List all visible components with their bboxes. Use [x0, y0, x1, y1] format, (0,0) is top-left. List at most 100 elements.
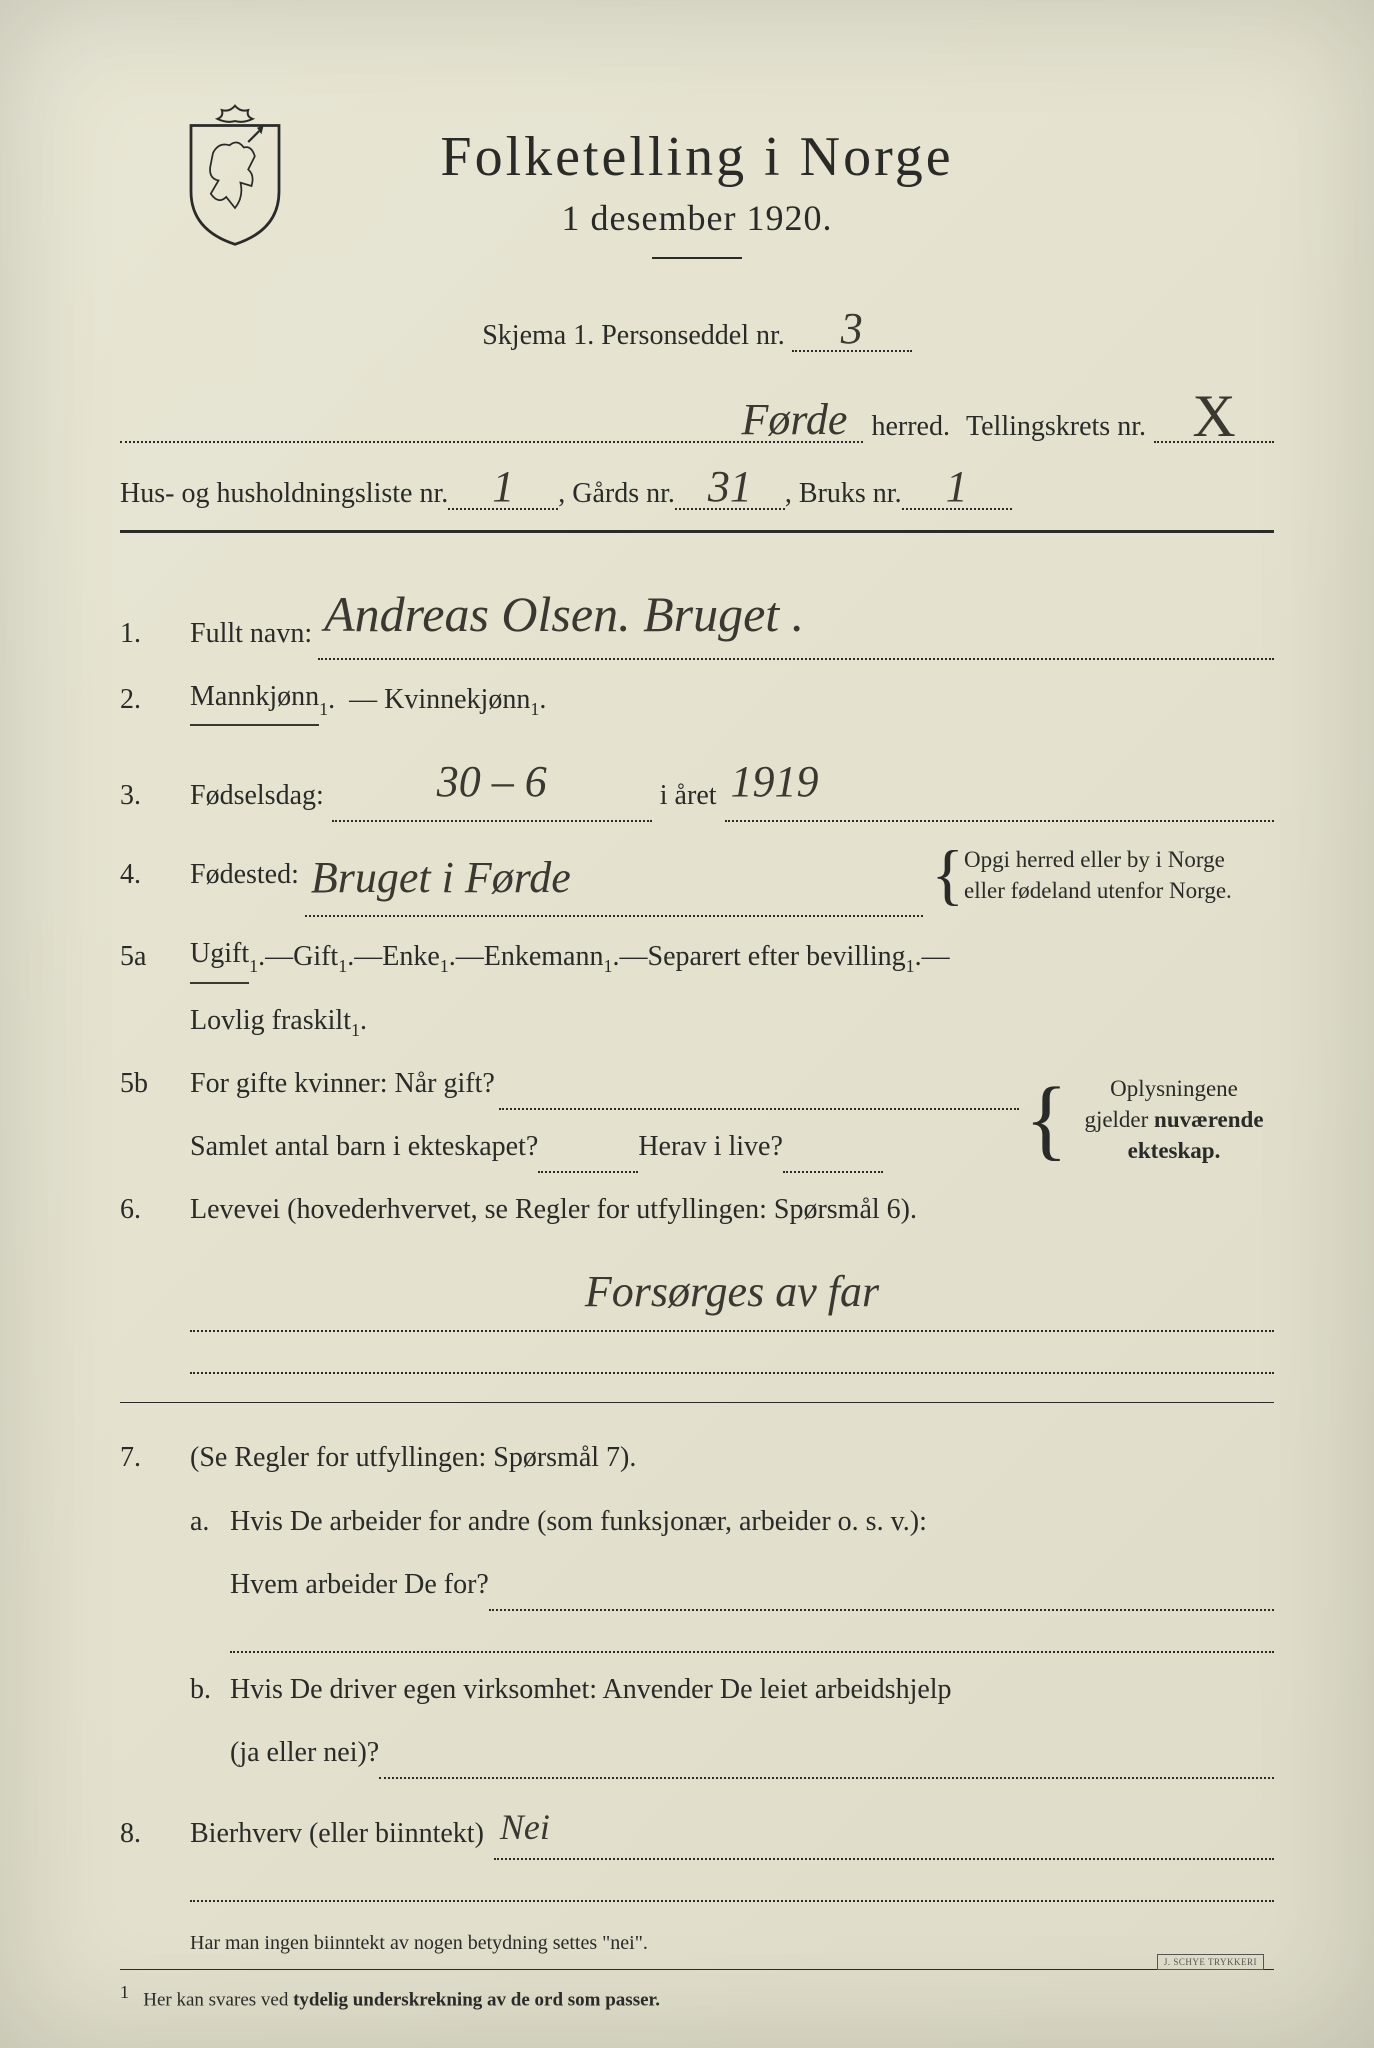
- q5b-line2: Samlet antal barn i ekteskapet? Herav i …: [120, 1120, 1019, 1173]
- herred-field: Førde: [120, 390, 863, 443]
- bruks-label: , Bruks nr.: [785, 478, 902, 510]
- q5a-enkemann: Enkemann: [484, 930, 604, 983]
- q4-num: 4.: [120, 848, 190, 901]
- q1: 1. Fullt navn: Andreas Olsen. Bruget .: [120, 563, 1274, 660]
- personseddel-nr-value: 3: [835, 304, 869, 353]
- q6: 6. Levevei (hovederhvervet, se Regler fo…: [120, 1183, 1274, 1236]
- q5b: 5b For gifte kvinner: Når gift? Samlet a…: [120, 1057, 1274, 1183]
- q5b-live-field: [783, 1141, 883, 1173]
- q7a-line3: [120, 1621, 1274, 1653]
- q3-num: 3.: [120, 769, 190, 822]
- q5b-label2: Samlet antal barn i ekteskapet?: [190, 1120, 538, 1173]
- form-title: Folketelling i Norge: [120, 110, 1274, 189]
- q6-field2: [190, 1342, 1274, 1374]
- bruks-value: 1: [940, 462, 974, 511]
- q8: 8. Bierhverv (eller biinntekt) Nei: [120, 1789, 1274, 1859]
- q5a-line2: Lovlig fraskilt1.: [120, 994, 1274, 1047]
- herred-line: Førde herred. Tellingskrets nr. X: [120, 372, 1274, 443]
- printer-stamp: J. SCHYE TRYKKERI: [1157, 1954, 1264, 1970]
- husliste-label: Hus- og husholdningsliste nr.: [120, 478, 448, 510]
- q7: 7. (Se Regler for utfyllingen: Spørsmål …: [120, 1431, 1274, 1484]
- brace-icon: {: [1025, 1097, 1068, 1142]
- birthplace-value: Bruget i Førde: [305, 853, 577, 902]
- q4-sidenote: Opgi herred eller by i Norge eller fødel…: [964, 844, 1274, 906]
- section-rule-2: [120, 1402, 1274, 1404]
- tellingskrets-field: X: [1154, 372, 1274, 443]
- q8-line2: [120, 1870, 1274, 1902]
- q7a-text1: Hvis De arbeider for andre (som funksjon…: [230, 1495, 927, 1548]
- q3-label2: i året: [660, 769, 717, 822]
- q4: 4. Fødested: Bruget i Førde { Opgi herre…: [120, 832, 1274, 918]
- q5b-num: 5b: [120, 1057, 190, 1110]
- q5a: 5a Ugift1. — Gift1. — Enke1. — Enkemann1…: [120, 927, 1274, 983]
- footnote-1: Har man ingen biinntekt av nogen betydni…: [120, 1932, 1274, 1955]
- q8-value: Nei: [494, 1807, 556, 1847]
- q7a-line1: a. Hvis De arbeider for andre (som funks…: [120, 1495, 1274, 1548]
- q6-field-line: Forsørges av far: [120, 1246, 1274, 1332]
- q5b-label3: Herav i live?: [638, 1120, 783, 1173]
- q5a-gift: Gift: [293, 930, 338, 983]
- q7b-num: b.: [190, 1663, 230, 1716]
- q7-num: 7.: [120, 1431, 190, 1484]
- bruks-field: 1: [902, 457, 1012, 510]
- title-rule: [652, 257, 742, 259]
- husliste-field: 1: [448, 457, 558, 510]
- q7a-text2: Hvem arbeider De for?: [230, 1558, 489, 1611]
- q3-label1: Fødselsdag:: [190, 769, 324, 822]
- fullname-value: Andreas Olsen. Bruget .: [318, 586, 810, 642]
- q7a-line2: Hvem arbeider De for?: [120, 1558, 1274, 1611]
- birthyear-value: 1919: [725, 757, 825, 806]
- q1-num: 1.: [120, 607, 190, 660]
- tellingskrets-value: X: [1192, 383, 1235, 449]
- hushold-line: Hus- og husholdningsliste nr. 1 , Gårds …: [120, 457, 1274, 510]
- q2: 2. Mannkjønn1 . — Kvinnekjønn1.: [120, 670, 1274, 726]
- birthyear-field: 1919: [725, 736, 1274, 822]
- q5b-sidenote: Oplysningene gjelder nuværende ekteskap.: [1074, 1073, 1274, 1166]
- birthday-field: 30 – 6: [332, 736, 652, 822]
- q2-num: 2.: [120, 673, 190, 726]
- q8-field2: [190, 1870, 1274, 1902]
- form-subtitle: 1 desember 1920.: [120, 197, 1274, 239]
- q7b-line1: b. Hvis De driver egen virksomhet: Anven…: [120, 1663, 1274, 1716]
- q7a-num: a.: [190, 1495, 230, 1548]
- birthplace-field: Bruget i Førde: [305, 832, 923, 918]
- section-rule-1: [120, 530, 1274, 533]
- q2-mann: Mannkjønn: [190, 670, 319, 726]
- q7a-field: [489, 1579, 1274, 1611]
- q8-field: Nei: [494, 1789, 1274, 1859]
- q6-num: 6.: [120, 1183, 190, 1236]
- q5b-barn-field: [538, 1141, 638, 1173]
- footnote-rule: [120, 1969, 1274, 1970]
- q1-label: Fullt navn:: [190, 607, 312, 660]
- footnote-2: 1 Her kan svares ved tydelig underskrekn…: [120, 1982, 1274, 2011]
- q6-label: Levevei (hovederhvervet, se Regler for u…: [190, 1183, 917, 1236]
- q5a-ugift: Ugift: [190, 927, 249, 983]
- census-form-page: Folketelling i Norge 1 desember 1920. Sk…: [0, 0, 1374, 2048]
- tellingskrets-label: Tellingskrets nr.: [958, 411, 1154, 443]
- schema-line: Skjema 1. Personseddel nr. 3: [120, 299, 1274, 352]
- q7b-text2: (ja eller nei)?: [230, 1726, 379, 1779]
- q7b-text1: Hvis De driver egen virksomhet: Anvender…: [230, 1663, 952, 1716]
- q6-value: Forsørges av far: [579, 1267, 885, 1316]
- fullname-field: Andreas Olsen. Bruget .: [318, 563, 1274, 660]
- q2-kvinne: Kvinnekjønn: [384, 673, 530, 726]
- q5a-num: 5a: [120, 930, 190, 983]
- q8-num: 8.: [120, 1807, 190, 1860]
- brace-icon: {: [931, 854, 964, 895]
- personseddel-nr-field: 3: [792, 299, 912, 352]
- q6-field: Forsørges av far: [190, 1246, 1274, 1332]
- gards-field: 31: [675, 457, 785, 510]
- husliste-value: 1: [486, 462, 520, 511]
- schema-label: Skjema 1. Personseddel nr.: [482, 320, 785, 351]
- q7b-line2: (ja eller nei)?: [120, 1726, 1274, 1779]
- q5b-gift-field: [499, 1078, 1019, 1110]
- q7a-field2: [230, 1621, 1274, 1653]
- q3: 3. Fødselsdag: 30 – 6 i året 1919: [120, 736, 1274, 822]
- q5b-label1: For gifte kvinner: Når gift?: [190, 1057, 495, 1110]
- q5b-line1: 5b For gifte kvinner: Når gift?: [120, 1057, 1019, 1110]
- q5a-separert: Separert efter bevilling: [648, 930, 906, 983]
- norwegian-coat-of-arms-icon: [180, 100, 290, 250]
- q5a-fraskilt: Lovlig fraskilt: [190, 994, 351, 1047]
- birthday-value: 30 – 6: [431, 757, 553, 806]
- q6-field-line2: [120, 1342, 1274, 1374]
